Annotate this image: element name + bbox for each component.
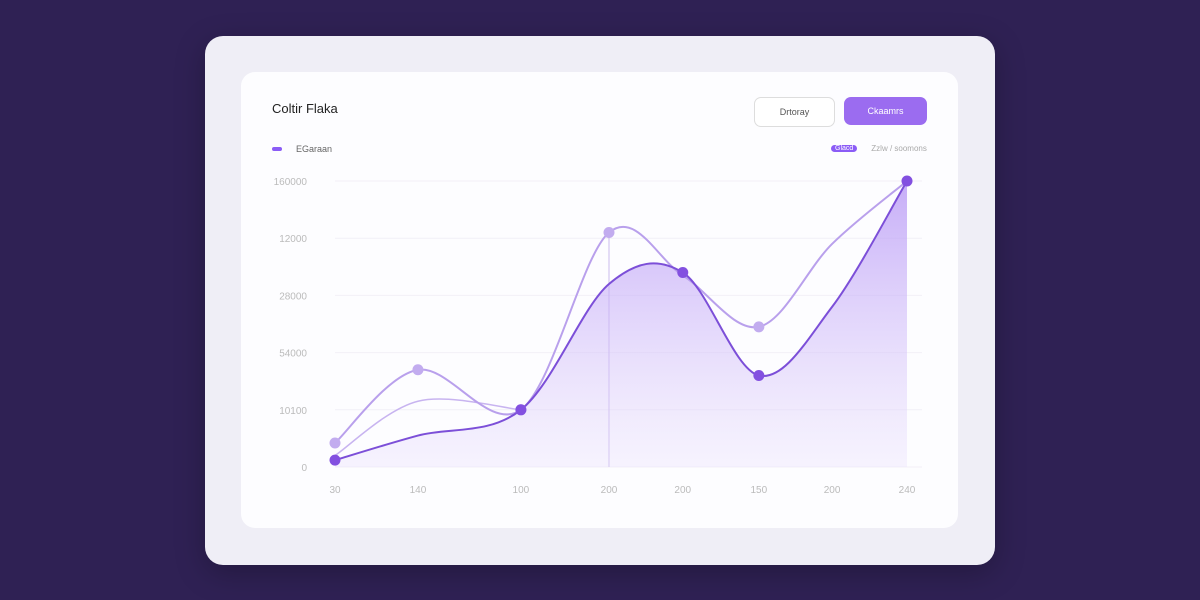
data-point: [412, 364, 424, 376]
data-point: [329, 454, 341, 466]
data-point: [753, 369, 765, 381]
data-point: [329, 437, 341, 449]
x-tick-label: 200: [601, 485, 618, 496]
x-tick-label: 200: [824, 485, 841, 496]
legend-swatch: [272, 147, 282, 151]
data-point: [515, 404, 527, 416]
y-tick-label: 54000: [279, 349, 307, 360]
x-tick-label: 30: [329, 485, 341, 496]
series-line: [334, 398, 521, 457]
x-tick-label: 140: [410, 485, 427, 496]
y-tick-label: 28000: [279, 291, 307, 302]
right-legend: Glacd Zzlw / soomons: [831, 144, 927, 153]
data-point: [901, 175, 913, 187]
data-point: [753, 321, 765, 333]
series-line: [334, 180, 908, 462]
y-tick-label: 160000: [274, 177, 308, 188]
legend-label: EGaraan: [296, 144, 333, 154]
area-fill: [335, 181, 907, 467]
legend-badge[interactable]: Glacd: [831, 145, 858, 152]
y-tick-label: 10100: [279, 406, 307, 417]
legend: EGaraan: [272, 144, 332, 154]
x-tick-label: 200: [674, 485, 691, 496]
secondary-button[interactable]: Drtoray: [754, 97, 835, 127]
chart-title: Coltir Flaka: [272, 101, 338, 116]
y-tick-label: 0: [301, 463, 307, 474]
x-tick-label: 240: [899, 485, 916, 496]
legend-right-label: Zzlw / soomons: [871, 144, 927, 153]
data-point: [677, 267, 689, 279]
y-tick-label: 12000: [279, 234, 307, 245]
series-line: [334, 180, 908, 444]
x-tick-label: 100: [513, 485, 530, 496]
primary-button[interactable]: Ckaamrs: [844, 97, 927, 125]
data-point: [603, 226, 615, 238]
x-tick-label: 150: [751, 485, 768, 496]
